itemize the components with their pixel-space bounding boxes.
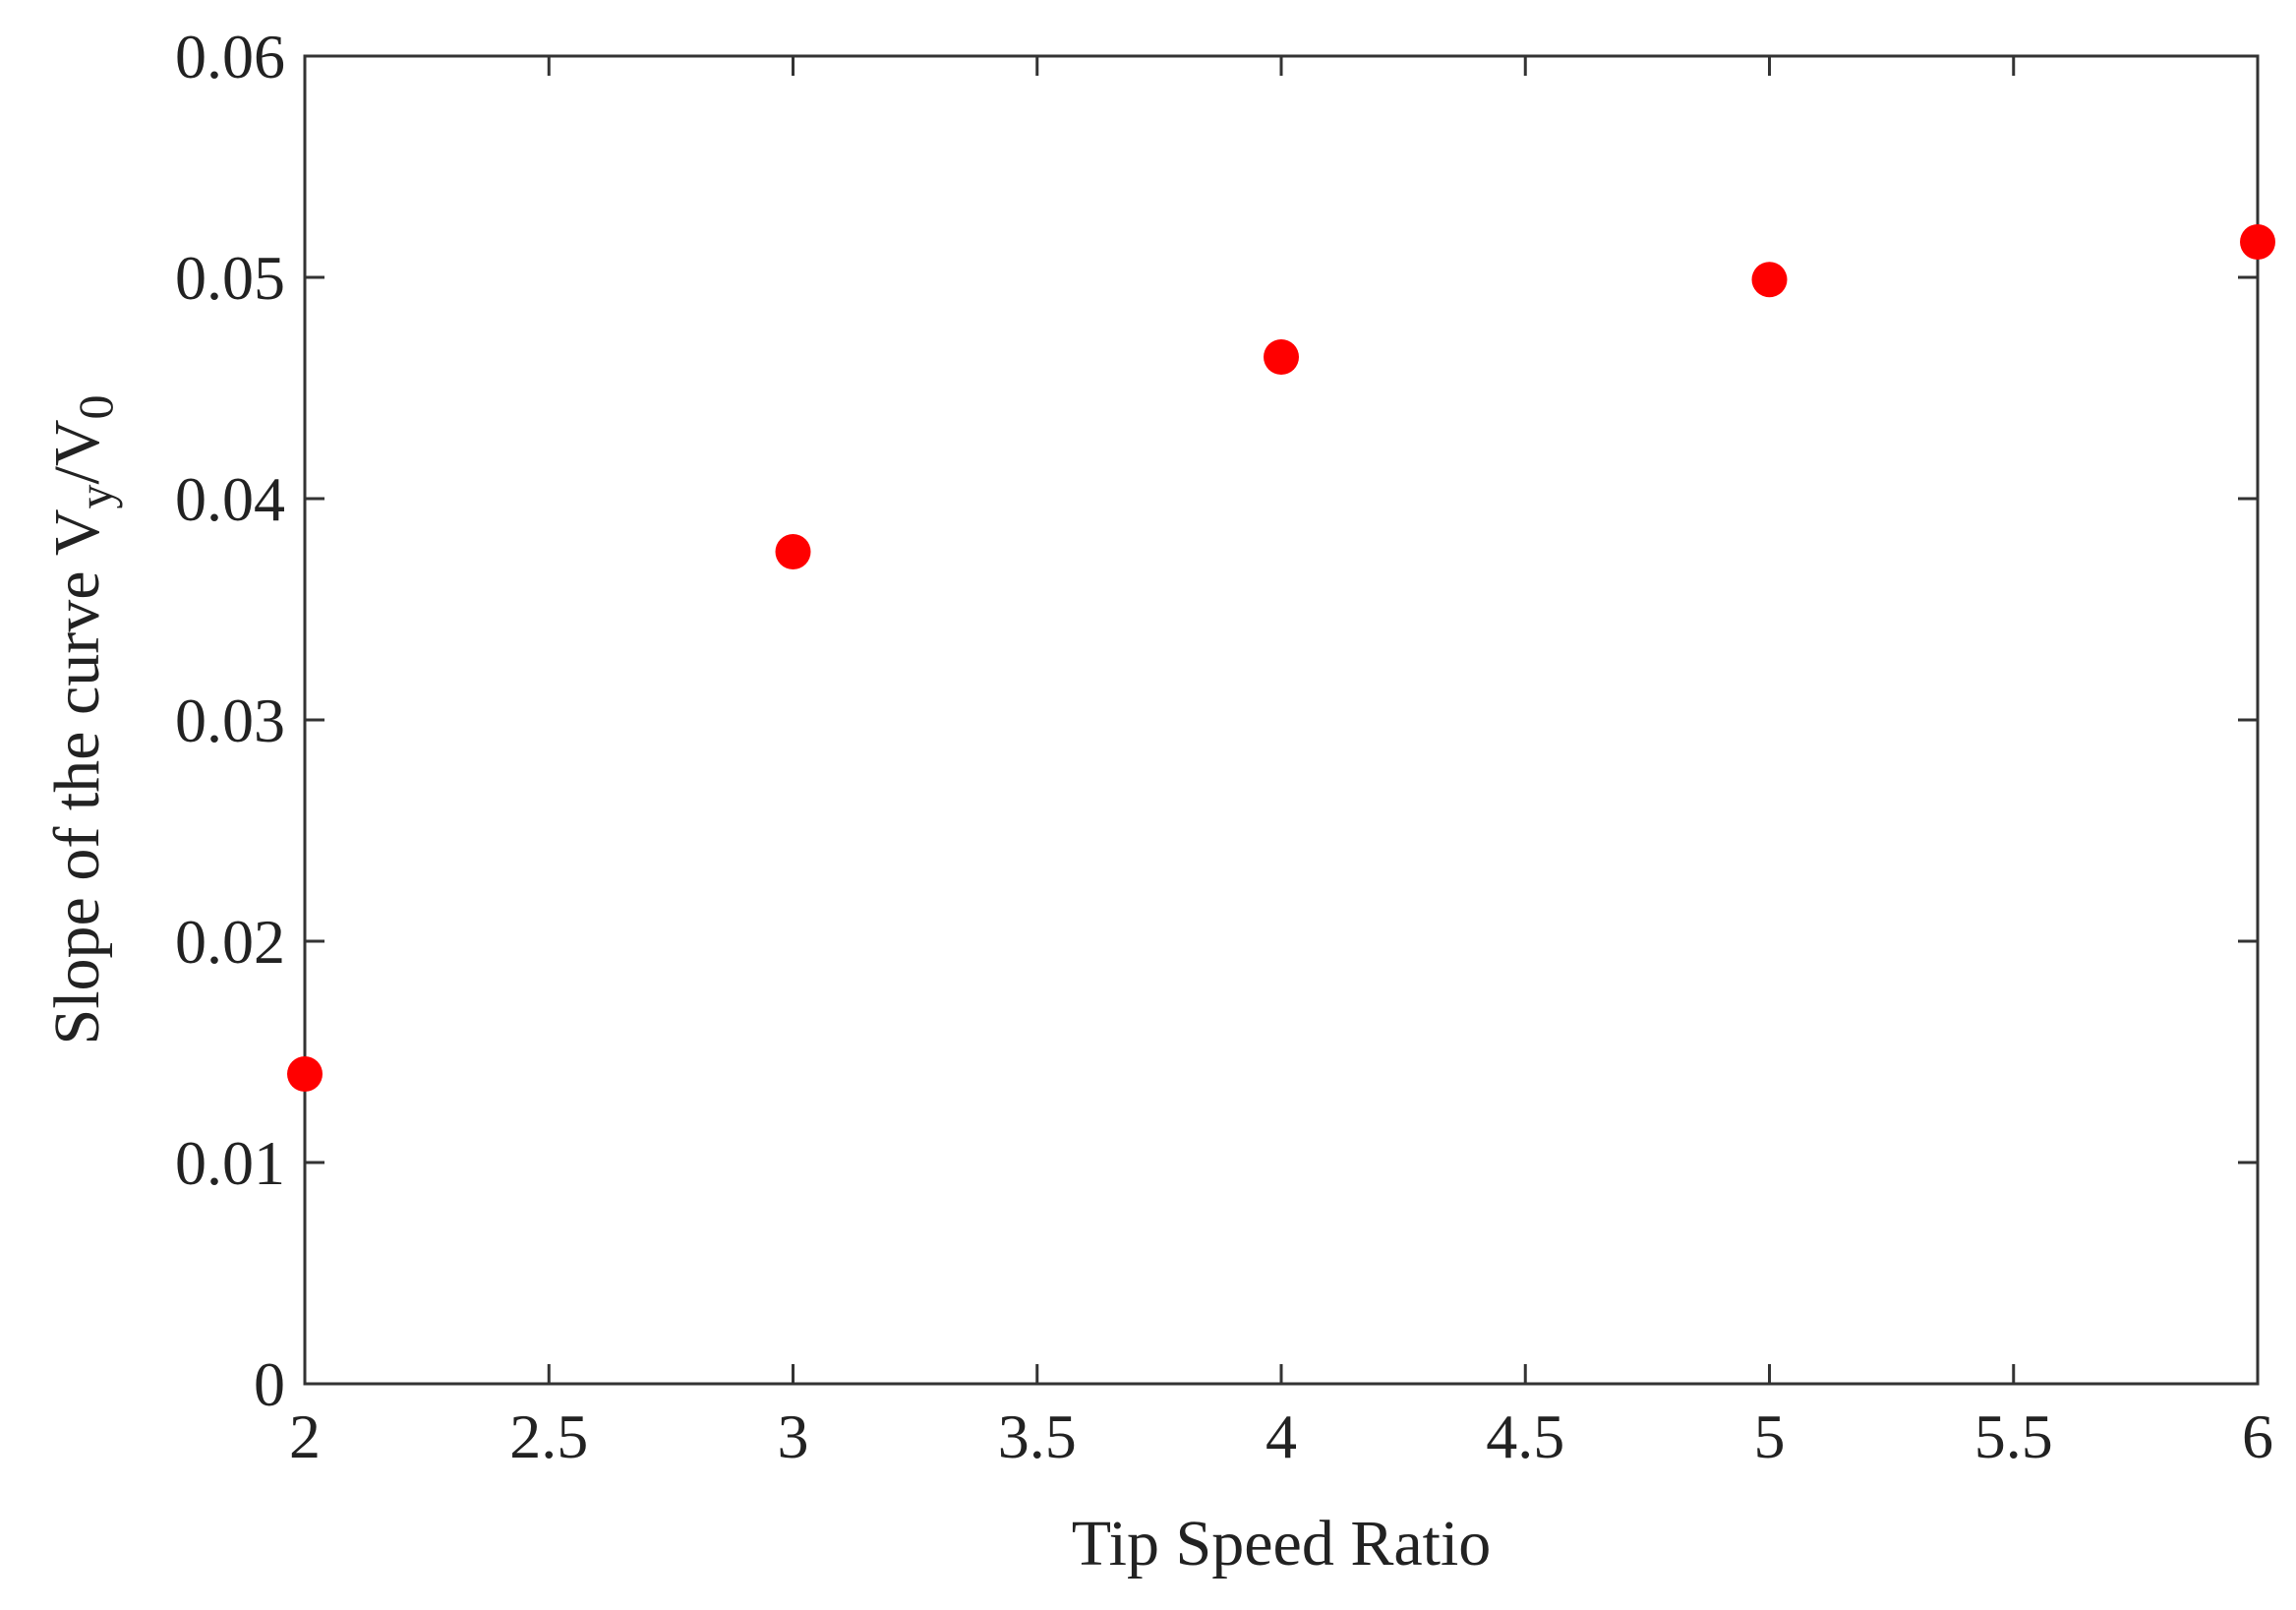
x-tick-label: 2.5 xyxy=(509,1401,588,1471)
y-axis-label-sub2: 0 xyxy=(68,395,123,420)
x-tick-label: 2 xyxy=(289,1401,321,1471)
data-point xyxy=(287,1056,323,1092)
x-tick-label: 3 xyxy=(778,1401,809,1471)
y-tick-label: 0.04 xyxy=(175,464,285,534)
x-tick-label: 4 xyxy=(1266,1401,1297,1471)
y-tick-label: 0.05 xyxy=(175,243,285,313)
data-point xyxy=(775,534,811,569)
y-tick-label: 0.03 xyxy=(175,686,285,755)
y-axis-label: Slope of the curve Vy/V0 xyxy=(41,395,123,1045)
x-tick-label: 5.5 xyxy=(1974,1401,2053,1471)
y-tick-label: 0 xyxy=(254,1349,285,1419)
y-tick-label: 0.01 xyxy=(175,1128,285,1198)
x-tick-label: 6 xyxy=(2242,1401,2273,1471)
y-tick-label: 0.02 xyxy=(175,907,285,977)
x-axis-label: Tip Speed Ratio xyxy=(1072,1508,1492,1580)
x-tick-label: 4.5 xyxy=(1486,1401,1564,1471)
y-tick-label: 0.06 xyxy=(175,22,285,91)
plot-frame xyxy=(303,54,2260,1386)
data-point xyxy=(1264,339,1299,375)
y-axis-label-middle: /V xyxy=(41,420,113,485)
data-point xyxy=(2240,224,2275,260)
y-axis-label-prefix: Slope of the curve V xyxy=(41,509,113,1045)
x-tick-label: 5 xyxy=(1754,1401,1786,1471)
data-point xyxy=(1751,262,1788,298)
x-tick-label: 3.5 xyxy=(998,1401,1077,1471)
y-ticks: 0 0.01 0.02 0.03 0.04 0.05 0.06 xyxy=(175,22,2258,1419)
x-ticks: 2 2.5 3 3.5 4 4.5 5 5.5 6 xyxy=(289,56,2273,1471)
y-axis-label-sub1: y xyxy=(68,485,123,509)
data-points xyxy=(287,224,2275,1092)
